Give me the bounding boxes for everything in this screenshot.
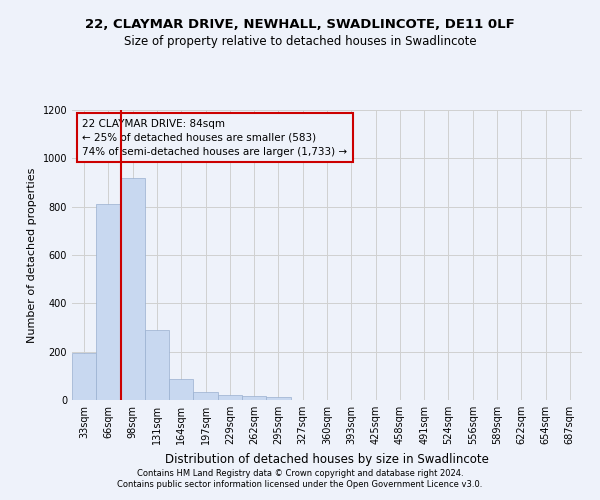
- Bar: [218, 395, 242, 400]
- Bar: [145, 330, 169, 400]
- Bar: [242, 396, 266, 400]
- Bar: [72, 354, 96, 400]
- Text: Size of property relative to detached houses in Swadlincote: Size of property relative to detached ho…: [124, 35, 476, 48]
- Bar: [169, 378, 193, 400]
- Text: Contains public sector information licensed under the Open Government Licence v3: Contains public sector information licen…: [118, 480, 482, 489]
- Text: 22 CLAYMAR DRIVE: 84sqm
← 25% of detached houses are smaller (583)
74% of semi-d: 22 CLAYMAR DRIVE: 84sqm ← 25% of detache…: [82, 118, 347, 156]
- X-axis label: Distribution of detached houses by size in Swadlincote: Distribution of detached houses by size …: [165, 452, 489, 466]
- Text: 22, CLAYMAR DRIVE, NEWHALL, SWADLINCOTE, DE11 0LF: 22, CLAYMAR DRIVE, NEWHALL, SWADLINCOTE,…: [85, 18, 515, 30]
- Bar: [96, 204, 121, 400]
- Text: Contains HM Land Registry data © Crown copyright and database right 2024.: Contains HM Land Registry data © Crown c…: [137, 468, 463, 477]
- Y-axis label: Number of detached properties: Number of detached properties: [27, 168, 37, 342]
- Bar: [266, 397, 290, 400]
- Bar: [193, 392, 218, 400]
- Bar: [121, 178, 145, 400]
